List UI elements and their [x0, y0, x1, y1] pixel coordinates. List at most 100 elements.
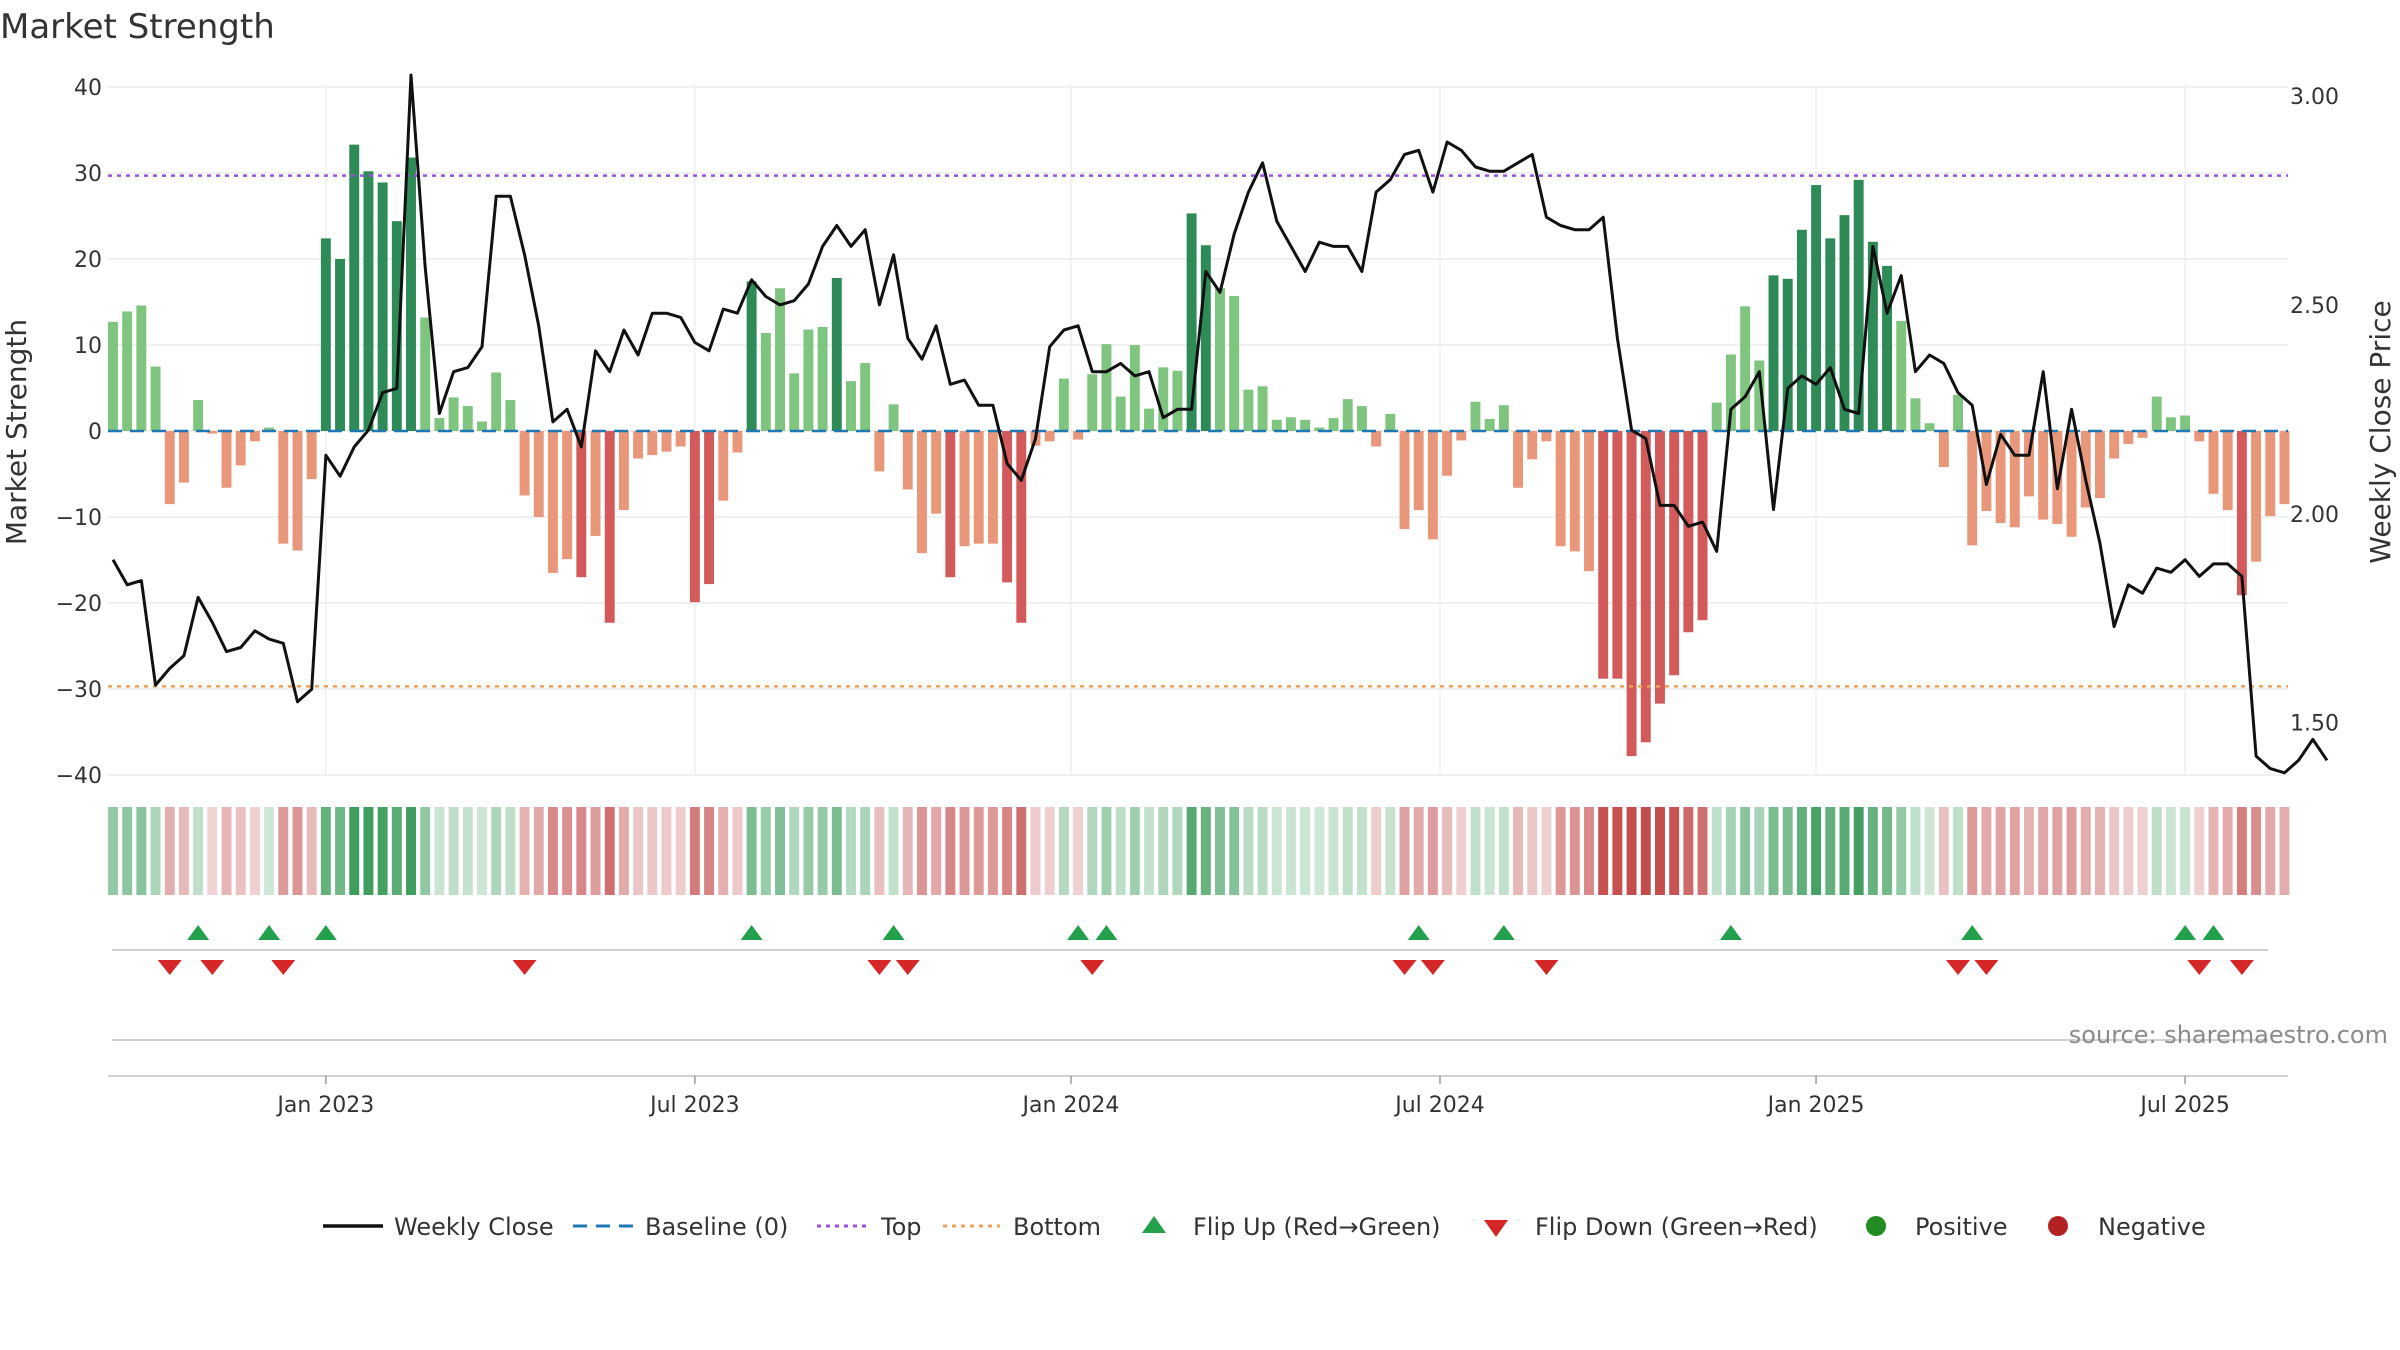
heat-strip-cell	[1470, 807, 1481, 895]
x-tick-label: Jul 2024	[1393, 1093, 1485, 1118]
strength-bar	[1371, 431, 1382, 447]
strength-bar	[363, 171, 374, 431]
heat-strip-cell	[1044, 807, 1055, 895]
flip-up-marker	[2202, 925, 2225, 940]
heat-strip-cell	[789, 807, 800, 895]
heat-strip-cell	[1896, 807, 1907, 895]
strength-bar	[831, 277, 842, 431]
strength-bar	[647, 431, 658, 456]
strength-bar	[718, 431, 729, 501]
strength-bar	[2251, 431, 2262, 562]
heat-strip-cell	[2222, 807, 2233, 895]
strength-bar	[1101, 344, 1112, 431]
strength-bar	[1740, 306, 1751, 431]
legend-swatch-flip-up	[1142, 1216, 1166, 1233]
heat-strip-cell	[462, 807, 473, 895]
heat-strip-cell	[2038, 807, 2049, 895]
strength-bar	[1215, 288, 1225, 431]
strength-bar	[945, 431, 956, 578]
strength-bar	[235, 431, 246, 466]
strength-bar	[1129, 345, 1140, 431]
heat-strip-cell	[633, 807, 644, 895]
x-tick-label: Jan 2025	[1766, 1093, 1865, 1118]
heat-strip-cell	[1981, 807, 1992, 895]
heat-strip-cell	[1711, 807, 1722, 895]
heat-strip-cell	[519, 807, 530, 895]
strength-bar	[207, 431, 218, 434]
y2-tick-label: 2.50	[2290, 294, 2339, 319]
heat-strip-cell	[987, 807, 998, 895]
strength-bar	[1967, 431, 1978, 546]
strength-bar	[1513, 431, 1524, 488]
strength-bar	[1016, 431, 1027, 623]
strength-bar	[1725, 354, 1736, 431]
heat-strip-cell	[647, 807, 658, 895]
heat-strip-cell	[1740, 807, 1751, 895]
flip-down-marker	[1974, 960, 1999, 975]
flip-down-marker	[1392, 960, 1417, 975]
heat-strip-cell	[1938, 807, 1949, 895]
heat-strip-cell	[2279, 807, 2290, 895]
heat-strip-cell	[1129, 807, 1140, 895]
y2-tick-label: 3.00	[2290, 85, 2339, 110]
heat-strip-cell	[1229, 807, 1240, 895]
strength-bar	[320, 238, 331, 431]
y2-tick-label: 2.00	[2290, 503, 2339, 528]
heat-strip-cell	[2024, 807, 2034, 895]
heat-strip-cell	[1115, 807, 1126, 895]
heat-strip-cell	[1144, 807, 1155, 895]
strength-bar	[1413, 431, 1424, 511]
legend-label-bottom: Bottom	[1013, 1213, 1101, 1241]
heat-strip-cell	[1356, 807, 1367, 895]
heat-strip-cell	[1016, 807, 1027, 895]
heat-strip-cell	[1697, 807, 1708, 895]
strength-bar	[1285, 417, 1296, 431]
strength-bar	[1527, 431, 1538, 460]
strength-bar	[1655, 431, 1665, 704]
strength-bar	[760, 332, 771, 431]
strength-bar	[1995, 431, 2006, 524]
legend-label-baseline: Baseline (0)	[645, 1213, 788, 1241]
flip-up-marker	[1961, 925, 1984, 940]
y-tick-label: 20	[74, 248, 102, 273]
heat-strip-cell	[973, 807, 984, 895]
strength-bar	[1399, 431, 1410, 530]
heat-strip-cell	[1158, 807, 1169, 895]
strength-bar	[874, 431, 885, 472]
strength-bar	[547, 431, 558, 573]
strength-bar	[1782, 278, 1793, 431]
heat-strip-cell	[2052, 807, 2063, 895]
flip-down-marker	[1420, 960, 1445, 975]
heat-strip-cell	[1569, 807, 1580, 895]
strength-bar	[2137, 431, 2148, 438]
heat-strip-cell	[235, 807, 246, 895]
heat-strip-cell	[2094, 807, 2105, 895]
heat-strip-cell	[874, 807, 885, 895]
heat-strip-cell	[1328, 807, 1339, 895]
strength-bar	[2080, 431, 2091, 508]
x-tick-label: Jan 2023	[275, 1093, 374, 1118]
heat-strip-cell	[1427, 807, 1438, 895]
heat-strip-cell	[618, 807, 629, 895]
heat-strip-cell	[1442, 807, 1453, 895]
strength-bar	[604, 431, 615, 623]
heat-strip-cell	[1385, 807, 1396, 895]
strength-bar	[306, 431, 317, 480]
heat-strip-cell	[1200, 807, 1211, 895]
flip-up-marker	[882, 925, 905, 940]
flip-up-marker	[187, 925, 210, 940]
strength-bar	[178, 431, 189, 483]
strength-bar	[2066, 431, 2077, 537]
heat-strip-cell	[760, 807, 771, 895]
strength-bar	[249, 431, 260, 442]
strength-bar	[1924, 423, 1935, 431]
strength-bar	[1541, 431, 1552, 442]
heat-strip-cell	[803, 807, 814, 895]
strength-bar	[2094, 431, 2105, 499]
legend-label-flip-down: Flip Down (Green→Red)	[1535, 1213, 1818, 1241]
strength-bar	[1314, 427, 1325, 431]
strength-bar	[108, 321, 118, 431]
heat-strip-cell	[1796, 807, 1807, 895]
heat-strip-cell	[320, 807, 331, 895]
heat-strip-cell	[108, 807, 118, 895]
